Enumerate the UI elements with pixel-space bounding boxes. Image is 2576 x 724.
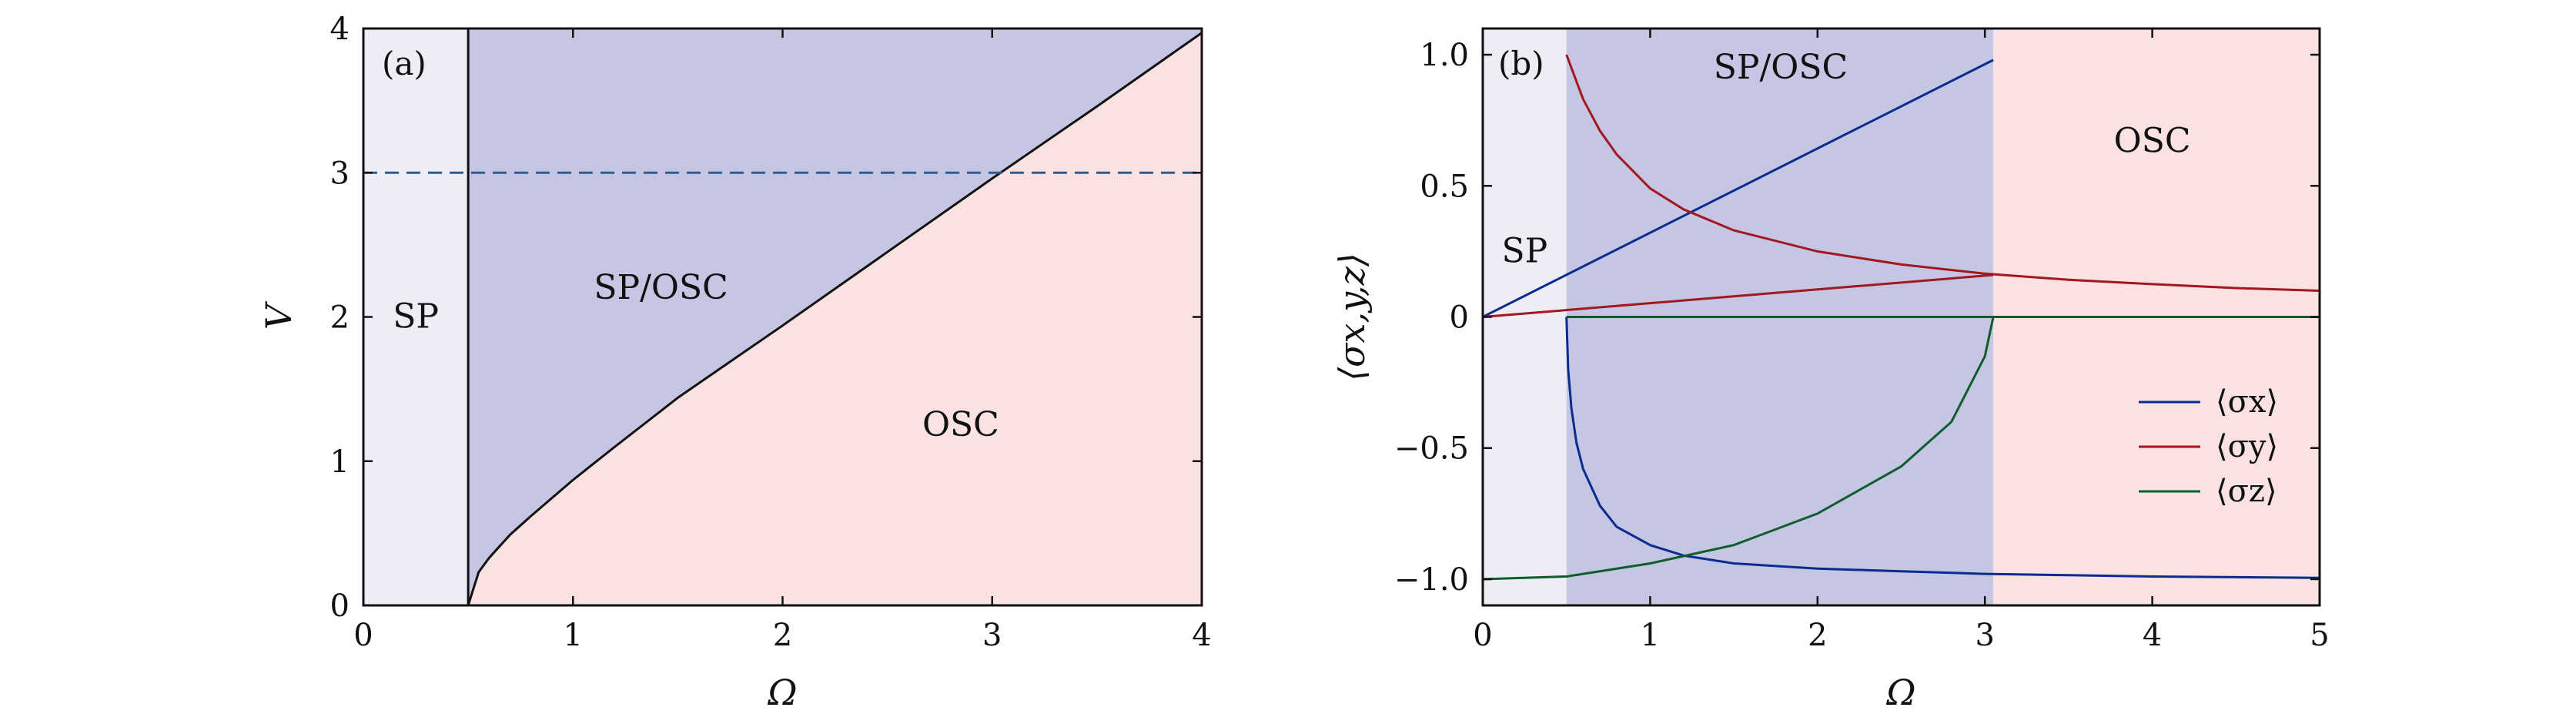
panel-a-x-tick-label: 1 — [564, 618, 583, 653]
series-sigma-x-line-0 — [1482, 59, 1994, 318]
panel-a-x-tick-label: 2 — [773, 618, 792, 653]
panel-b-region-osc-label: OSC — [2114, 121, 2191, 160]
panel-a-y-tick-label: 0 — [330, 588, 350, 624]
series-sigma-x-line-1 — [1565, 317, 2320, 579]
panel-a-region-osc — [468, 32, 1202, 606]
panel-b-y-tick-label: 0.5 — [1420, 169, 1469, 204]
panel-b-lines — [1482, 54, 2320, 581]
panel-b-x-axis-label: Ω — [1885, 672, 1915, 713]
panel-b-legend: ⟨σx⟩ ⟨σy⟩ ⟨σz⟩ — [2139, 384, 2278, 509]
panel-a: 0 1 2 3 4 0 1 2 3 4 (a) SP SP/OSC OSC Ω V — [258, 12, 1212, 713]
panel-a-lines — [363, 28, 1203, 606]
panel-a-region-sp — [363, 28, 469, 605]
panel-b-y-tick-label: −0.5 — [1394, 431, 1469, 467]
panel-a-x-axis-label: Ω — [767, 672, 797, 713]
panel-b-y-axis-label: ⟨σx,y,z⟩ — [1331, 253, 1373, 381]
panel-a-region-sp-label: SP — [393, 297, 439, 337]
panel-b-y-tick-label: 0 — [1450, 300, 1469, 336]
panel-b-x-tick-label: 5 — [2310, 618, 2329, 653]
panel-b-y-tick-label: −1.0 — [1394, 562, 1469, 598]
panel-a-y-tick-label: 2 — [330, 300, 350, 336]
panel-a-y-axis-label: V — [258, 300, 299, 330]
panel-b-label: (b) — [1498, 45, 1544, 82]
panel-a-ticks: 0 1 2 3 4 0 1 2 3 4 — [330, 12, 1212, 653]
legend-label-sigma-y: ⟨σy⟩ — [2216, 429, 2278, 464]
panel-a-regions — [363, 28, 1202, 606]
panel-b-x-tick-label: 1 — [1641, 618, 1660, 653]
series-sigma-z-line-0 — [1482, 317, 1995, 581]
legend-label-sigma-x: ⟨σx⟩ — [2216, 384, 2278, 420]
panel-a-y-tick-label: 3 — [330, 156, 350, 191]
series-sigma-y-line-0 — [1482, 273, 1994, 318]
panel-b-x-tick-label: 2 — [1808, 618, 1827, 653]
panel-a-region-sp-osc-label: SP/OSC — [594, 268, 728, 307]
panel-a-y-tick-label: 1 — [330, 444, 350, 480]
panel-b-region-sp-label: SP — [1501, 231, 1547, 270]
panel-a-region-osc-label: OSC — [922, 405, 999, 444]
panel-b-y-tick-label: 1.0 — [1420, 38, 1469, 73]
panel-b-x-tick-label: 0 — [1473, 618, 1492, 653]
legend-label-sigma-z: ⟨σz⟩ — [2216, 474, 2277, 509]
panel-b-region-sp-osc-label: SP/OSC — [1714, 48, 1848, 87]
series-sigma-y-line-1 — [1565, 54, 2320, 292]
panel-b-ticks: 0 1 2 3 4 5 1.0 0.5 0 −0.5 −1.0 — [1394, 28, 2330, 653]
panel-a-boundary-curve — [467, 32, 1203, 606]
panel-b-x-tick-label: 3 — [1975, 618, 1994, 653]
panel-a-x-tick-label: 4 — [1192, 618, 1211, 653]
panel-a-x-tick-label: 3 — [982, 618, 1002, 653]
panel-a-label: (a) — [382, 45, 427, 82]
panel-a-x-tick-label: 0 — [353, 618, 373, 653]
panel-b: 0 1 2 3 4 51.00.50−0.5−1.0 (b) SP SP/OSC OSC … — [1331, 27, 2330, 713]
panel-b-x-tick-label: 4 — [2143, 618, 2162, 653]
panel-a-y-tick-label: 4 — [330, 12, 350, 47]
